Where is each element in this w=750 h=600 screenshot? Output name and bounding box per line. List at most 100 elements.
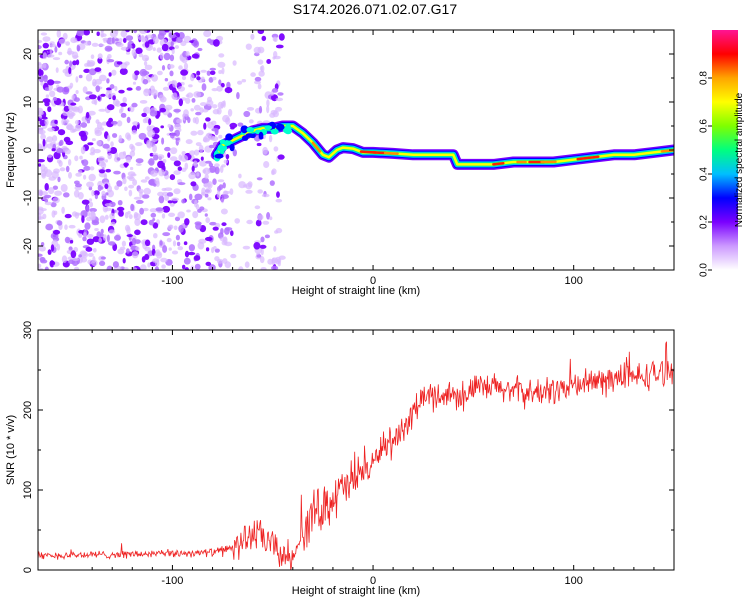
noise-speckle xyxy=(209,221,217,226)
noise-speckle xyxy=(123,38,127,43)
noise-speckle xyxy=(260,247,264,256)
noise-speckle xyxy=(168,247,172,251)
noise-speckle xyxy=(100,31,104,38)
noise-speckle xyxy=(72,257,79,262)
colorbar xyxy=(712,30,738,270)
noise-speckle xyxy=(92,248,97,253)
noise-speckle xyxy=(222,100,226,108)
ridge-hot-segment xyxy=(492,161,505,166)
noise-speckle xyxy=(218,70,223,74)
noise-speckle xyxy=(38,107,44,115)
noise-speckle xyxy=(88,94,97,100)
noise-speckle xyxy=(99,233,104,238)
noise-speckle xyxy=(195,222,202,230)
noise-speckle xyxy=(161,137,165,145)
noise-speckle xyxy=(183,109,189,117)
noise-speckle xyxy=(38,68,42,77)
noise-speckle xyxy=(105,91,113,99)
ytick-label: 0 xyxy=(22,147,34,153)
noise-speckle xyxy=(188,193,193,201)
noise-speckle xyxy=(89,208,97,213)
noise-speckle xyxy=(38,163,42,167)
noise-speckle xyxy=(183,62,189,70)
noise-speckle xyxy=(277,92,284,96)
noise-speckle xyxy=(96,31,100,37)
noise-speckle xyxy=(104,183,109,189)
noise-speckle xyxy=(175,137,180,141)
noise-speckle xyxy=(83,232,87,237)
colorbar-tick-label: 0.8 xyxy=(699,71,710,85)
noise-speckle xyxy=(61,255,68,263)
noise-speckle xyxy=(42,98,51,103)
noise-speckle xyxy=(49,44,57,48)
noise-speckle xyxy=(95,119,100,124)
noise-speckle xyxy=(134,70,140,76)
noise-speckle xyxy=(63,105,70,112)
noise-speckle xyxy=(186,92,194,98)
noise-speckle xyxy=(114,234,121,241)
noise-speckle xyxy=(196,70,201,76)
noise-speckle xyxy=(205,187,212,194)
noise-speckle xyxy=(56,220,63,226)
noise-speckle xyxy=(87,252,94,257)
noise-speckle xyxy=(127,44,133,49)
noise-speckle xyxy=(148,158,155,166)
noise-speckle xyxy=(230,253,237,259)
noise-speckle xyxy=(94,228,99,231)
noise-speckle xyxy=(159,94,165,101)
noise-speckle xyxy=(243,110,251,118)
noise-speckle xyxy=(177,246,184,251)
noise-speckle xyxy=(171,250,179,255)
noise-speckle xyxy=(158,169,166,177)
noise-speckle xyxy=(47,127,55,132)
noise-speckle xyxy=(64,119,70,124)
noise-speckle xyxy=(56,147,64,154)
noise-speckle xyxy=(238,173,242,179)
noise-speckle xyxy=(129,150,136,157)
noise-speckle xyxy=(275,198,283,203)
noise-speckle xyxy=(111,69,117,76)
noise-speckle xyxy=(62,32,68,40)
yaxis-label: Frequency (Hz) xyxy=(5,112,17,188)
noise-speckle xyxy=(38,263,42,268)
noise-speckle xyxy=(49,48,53,55)
noise-speckle xyxy=(108,229,116,234)
noise-speckle xyxy=(97,53,103,60)
noise-speckle xyxy=(143,187,151,195)
noise-speckle xyxy=(75,172,82,177)
noise-speckle xyxy=(207,121,214,129)
noise-speckle xyxy=(125,35,134,41)
noise-speckle xyxy=(275,97,284,102)
noise-speckle xyxy=(152,144,158,153)
noise-speckle xyxy=(156,47,162,53)
noise-speckle xyxy=(126,87,133,91)
noise-speckle xyxy=(123,267,129,270)
noise-speckle xyxy=(83,165,91,171)
noise-speckle xyxy=(55,67,59,73)
noise-speckle xyxy=(72,128,77,133)
noise-speckle xyxy=(260,267,267,270)
noise-speckle xyxy=(82,86,88,94)
noise-speckle xyxy=(173,170,181,176)
noise-speckle xyxy=(122,96,127,104)
noise-speckle xyxy=(89,201,94,208)
noise-speckle xyxy=(134,218,141,227)
noise-speckle xyxy=(147,262,151,268)
noise-speckle xyxy=(169,174,176,181)
noise-speckle xyxy=(118,210,124,217)
noise-speckle xyxy=(196,76,201,81)
noise-speckle xyxy=(175,234,180,241)
noise-speckle xyxy=(257,59,264,65)
noise-speckle xyxy=(262,146,268,155)
noise-speckle xyxy=(88,198,93,202)
noise-speckle xyxy=(138,132,147,140)
noise-speckle xyxy=(74,155,79,162)
noise-speckle xyxy=(135,142,143,147)
colorbar-tick-label: 0.0 xyxy=(699,263,710,277)
noise-speckle xyxy=(167,200,173,204)
noise-speckle xyxy=(79,155,83,160)
noise-speckle xyxy=(257,214,264,221)
noise-speckle xyxy=(114,185,119,191)
noise-speckle xyxy=(42,52,48,60)
ytick-label: 0 xyxy=(22,567,34,573)
